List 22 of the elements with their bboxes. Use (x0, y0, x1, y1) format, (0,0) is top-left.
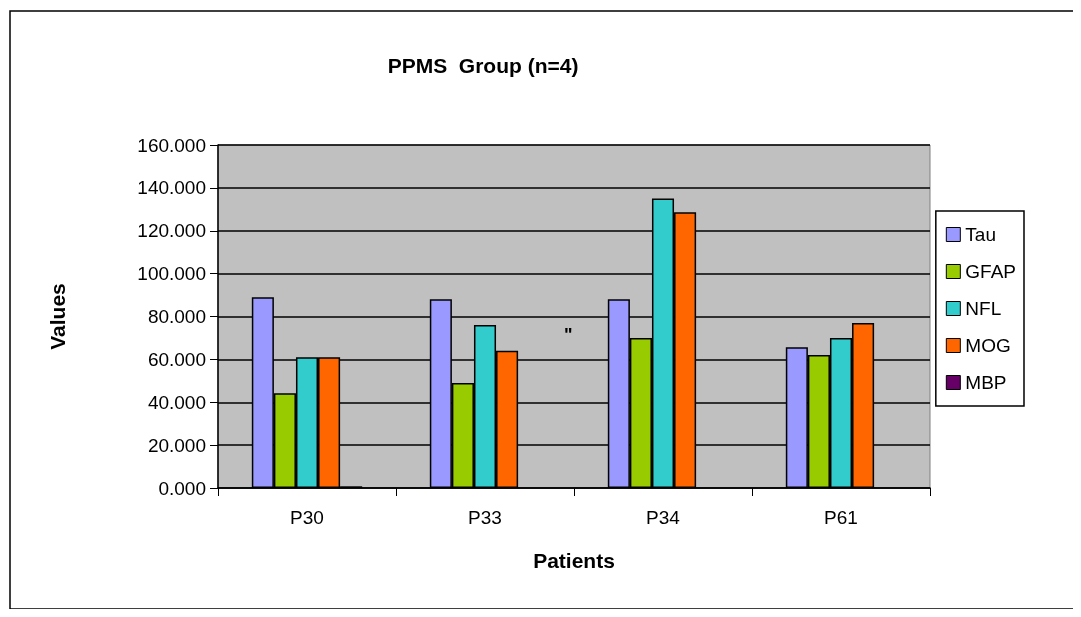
y-tick-label: 100.000 (137, 263, 206, 285)
x-tick-label: P30 (290, 507, 324, 528)
chart-title: PPMS Group (n=4) (387, 54, 579, 77)
legend-label: MOG (965, 335, 1011, 356)
y-tick-label: 120.000 (137, 220, 206, 242)
legend-label: GFAP (965, 261, 1017, 282)
y-tick-label: 20.000 (147, 434, 206, 456)
y-tick-label: 40.000 (147, 391, 206, 413)
y-tick-label: 140.000 (137, 177, 206, 199)
y-tick-label: 0.000 (158, 477, 206, 499)
x-tick-label: P34 (646, 507, 681, 528)
x-tick-label: P61 (824, 507, 858, 528)
legend-label: MBP (965, 372, 1007, 393)
y-axis-title: Values (46, 283, 69, 350)
legend-label: Tau (965, 224, 996, 245)
y-tick-label: 60.000 (147, 348, 206, 370)
annotation: " (564, 325, 573, 345)
y-tick-label: 80.000 (147, 306, 206, 327)
legend-label: NFL (965, 298, 1002, 319)
x-axis-title: Patients (533, 549, 615, 572)
y-tick-label: 160.000 (137, 134, 206, 156)
x-tick-label: P33 (468, 507, 502, 528)
